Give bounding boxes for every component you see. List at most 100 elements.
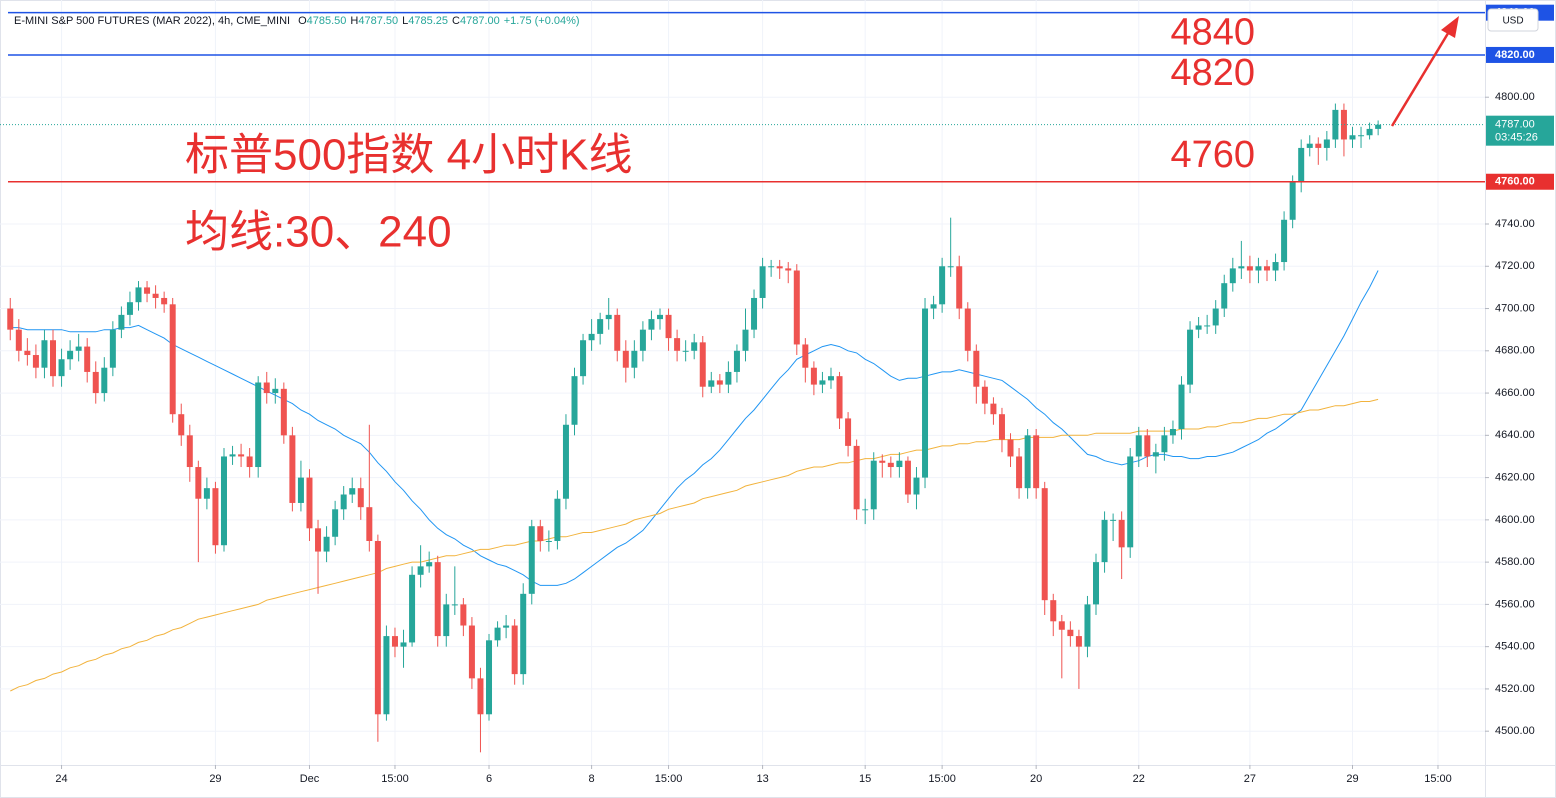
candle-body [674, 338, 681, 351]
plot [0, 11, 1485, 753]
candle-body [682, 350, 689, 352]
candle-body [178, 414, 185, 436]
candle-body [1041, 488, 1048, 601]
ohlc-value: 4787.00 [460, 15, 500, 27]
candle-body [118, 314, 125, 330]
candle-body [460, 604, 467, 626]
candle-body [315, 528, 322, 552]
candle-body [913, 477, 920, 495]
x-tick-label: 29 [209, 773, 221, 785]
candle-body [15, 329, 22, 351]
candle-body [1263, 266, 1270, 271]
x-tick-label: 13 [756, 773, 768, 785]
level-annotation: 4820 [1170, 52, 1255, 94]
candle-body [751, 297, 758, 330]
candle-body [75, 346, 82, 351]
candle-body [605, 314, 612, 320]
candle-body [759, 266, 766, 298]
candle-body [255, 382, 262, 468]
candle-body [733, 350, 740, 372]
candle-body [716, 380, 723, 385]
candle-body [776, 266, 783, 269]
candle-body [203, 488, 210, 499]
candle-body [571, 376, 578, 425]
candle-body [1075, 636, 1082, 647]
candle-body [1007, 439, 1014, 457]
candle-body [1246, 266, 1253, 271]
candle-body [622, 350, 629, 368]
candle-body [742, 329, 749, 351]
ohlc-value: 4787.50 [358, 15, 398, 27]
candle-body [879, 460, 886, 463]
candle-body [964, 308, 971, 351]
candle-body [1058, 621, 1065, 630]
candle-body [468, 625, 475, 679]
candle-body [1349, 135, 1356, 140]
candle-body [383, 636, 390, 715]
candle-body [323, 536, 330, 552]
candle-body [657, 314, 663, 320]
candle-body [1281, 219, 1288, 263]
candle-body [580, 340, 587, 377]
x-tick-label: Dec [300, 773, 320, 785]
candle-body [443, 604, 450, 637]
header: E-MINI S&P 500 FUTURES (MAR 2022), 4h, C… [14, 15, 580, 27]
candle-body [1118, 519, 1125, 548]
candle-body [109, 329, 116, 368]
candle-body [597, 319, 604, 334]
candle-body [973, 350, 980, 387]
candle-body [648, 319, 655, 330]
candle-body [238, 454, 245, 457]
candle-body [126, 302, 133, 315]
ohlc-key: C [452, 15, 460, 27]
candle-body [41, 340, 48, 368]
candle-body [58, 359, 65, 377]
level-annotation: 4840 [1170, 12, 1255, 54]
y-tick-label: 4600.00 [1495, 514, 1535, 526]
candle-body [1024, 435, 1031, 489]
x-tick-label: 15:00 [1424, 773, 1452, 785]
candle-body [1375, 124, 1382, 129]
candle-body [1221, 283, 1228, 309]
candle-body [998, 414, 1005, 440]
candle-body [366, 507, 373, 541]
candle-body [1178, 384, 1185, 429]
candle-body [67, 350, 74, 360]
candle-body [84, 346, 91, 372]
candle-body [870, 460, 877, 510]
candle-body [588, 333, 595, 341]
candle-body [1084, 604, 1091, 647]
candle-body [990, 403, 997, 415]
y-tick-label: 4640.00 [1495, 429, 1535, 441]
x-tick-label: 20 [1030, 773, 1042, 785]
candle-body [1101, 519, 1108, 563]
candle-body [699, 342, 706, 387]
x-tick-label: 15:00 [381, 773, 409, 785]
candle-body [1358, 135, 1365, 137]
candle-body [297, 477, 304, 503]
ma-annotation: 均线:30、240 [185, 208, 452, 257]
candle-body [24, 350, 31, 356]
level-label: 4760.00 [1495, 176, 1535, 188]
candle-body [1127, 456, 1134, 548]
candle-body [1204, 325, 1211, 327]
level-box [1486, 46, 1554, 63]
y-tick-label: 4740.00 [1495, 218, 1535, 230]
change: +1.75 (+0.04%) [504, 15, 580, 27]
level-box [1486, 173, 1554, 190]
last-price-box [1486, 115, 1554, 146]
candle-body [853, 445, 860, 510]
candle-body [1169, 428, 1176, 436]
candle-body [725, 371, 732, 385]
candle-body [708, 380, 715, 387]
candle-body [691, 342, 698, 351]
ohlc-value: 4785.50 [307, 15, 347, 27]
grid [0, 0, 1485, 765]
candle-body [511, 625, 518, 675]
x-tick-label: 24 [55, 773, 67, 785]
candle-body [836, 376, 843, 419]
candle-body [1289, 181, 1296, 220]
candle-body [810, 367, 817, 385]
candle-body [1306, 143, 1313, 148]
candle-body [528, 526, 535, 594]
